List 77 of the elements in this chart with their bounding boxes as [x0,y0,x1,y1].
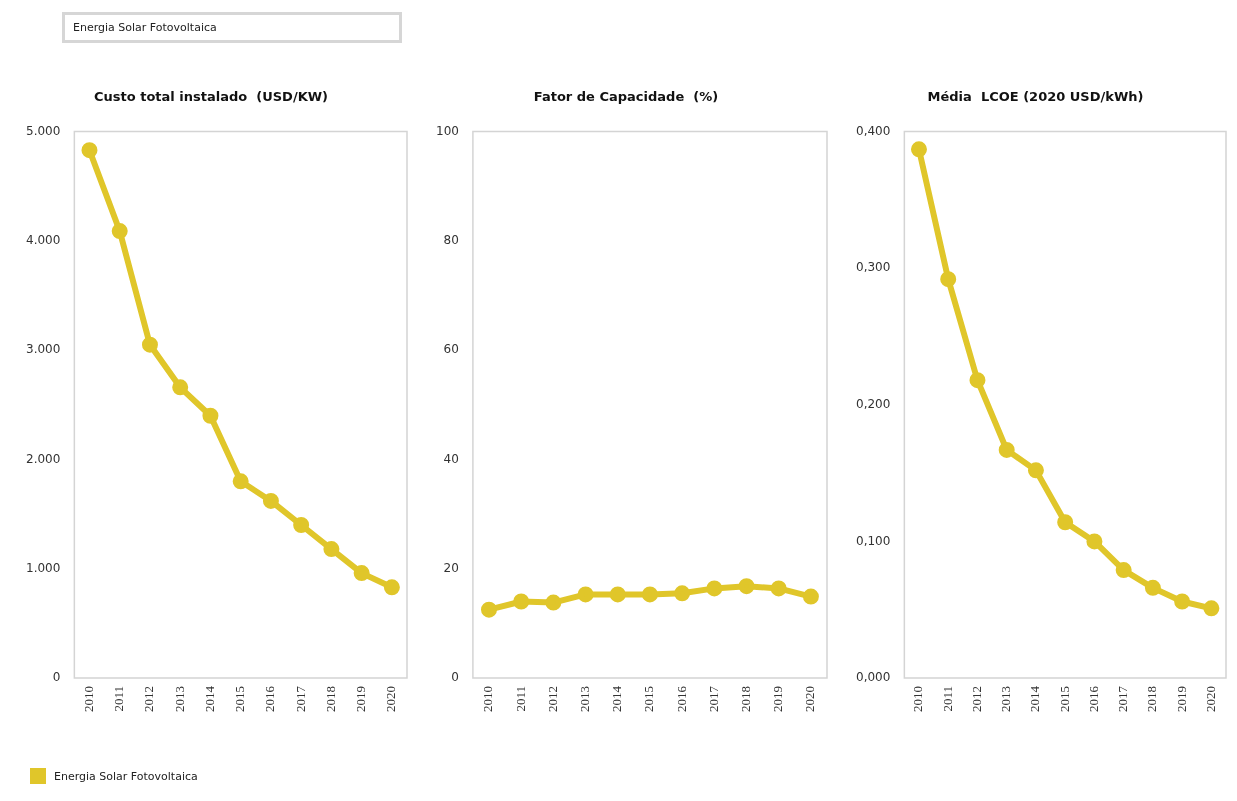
point [141,336,158,353]
x-tick-label: 2013 [576,686,592,712]
x-tick-label: 2012 [141,686,157,712]
x-tick-label: 2015 [1056,686,1072,712]
point [1174,593,1191,610]
x-tick-label: 2014 [201,685,217,712]
y-tick-label: 5.000 [25,123,61,138]
x-tick-label: 2017 [292,685,308,712]
chart-title: Média LCOE (2020 USD/kWh) [927,89,1144,105]
x-tick-label: 2016 [262,685,278,712]
point [172,379,189,396]
y-tick-label: 4.000 [25,233,61,248]
x-tick-label: 2016 [673,685,689,712]
x-tick-label: 2011 [111,686,127,712]
point [383,579,400,596]
text: Energia Solar Fotovoltaica [62,12,402,43]
x-tick-label: 2018 [322,686,338,712]
chart-title: Fator de Capacidade (%) [533,89,719,105]
y-tick-label: 0,400 [855,123,891,138]
x-tick-label: 2018 [1144,686,1160,712]
y-tick-label: 0 [451,670,459,685]
point [1027,462,1044,479]
y-tick-label: 40 [443,451,459,466]
x-tick-label: 2015 [232,686,248,712]
point [323,541,340,558]
y-tick-label: 0,100 [855,533,891,548]
y-tick-label: 2.000 [25,451,61,466]
y-tick-label: 0 [52,670,61,685]
point [1144,579,1161,596]
y-tick-label: 3.000 [25,342,61,357]
point [262,492,279,509]
x-tick-label: 2018 [737,686,753,712]
point [353,565,370,582]
y-tick-label: 0,000 [855,670,891,685]
x-tick-label: 2013 [171,686,187,712]
x-tick-label: 2010 [910,686,926,712]
point [910,141,927,158]
x-tick-label: 2011 [939,686,955,712]
point [1115,562,1132,579]
x-tick-label: 2012 [968,686,984,712]
y-tick-label: 60 [443,342,459,357]
x-tick-label: 2012 [544,686,560,712]
point [1086,533,1103,550]
x-tick-label: 2010 [480,686,496,712]
y-tick-label: 100 [436,123,459,138]
point [940,271,957,288]
y-tick-label: 20 [443,560,459,575]
point [81,142,98,159]
x-tick-label: 2010 [80,686,96,712]
x-tick-label: 2019 [1173,686,1189,712]
y-tick-label: 0,200 [855,396,891,411]
point [969,372,986,389]
point [293,517,310,534]
point [111,223,128,240]
point [232,473,249,490]
x-tick-label: 2013 [998,686,1014,712]
x-tick-label: 2016 [1085,685,1101,712]
x-tick-label: 2015 [641,686,657,712]
point [202,407,219,424]
x-tick-label: 2014 [1027,685,1043,712]
y-tick-label: 1.000 [25,560,61,575]
point [1203,600,1220,617]
point [1057,514,1074,531]
x-tick-label: 2020 [383,686,399,712]
y-tick-label: 80 [443,233,459,248]
x-tick-label: 2019 [770,686,786,712]
x-tick-label: 2020 [802,686,818,712]
x-tick-label: 2020 [1202,686,1218,712]
x-tick-label: 2011 [512,686,528,712]
legend-label: Energia Solar Fotovoltaica [54,769,198,783]
x-tick-label: 2019 [353,686,369,712]
x-tick-label: 2014 [609,685,625,712]
point [998,441,1015,458]
x-tick-label: 2017 [705,685,721,712]
x-tick-label: 2017 [1115,685,1131,712]
chart-title: Custo total instalado (USD/KW) [93,89,329,105]
y-tick-label: 0,300 [855,260,891,275]
